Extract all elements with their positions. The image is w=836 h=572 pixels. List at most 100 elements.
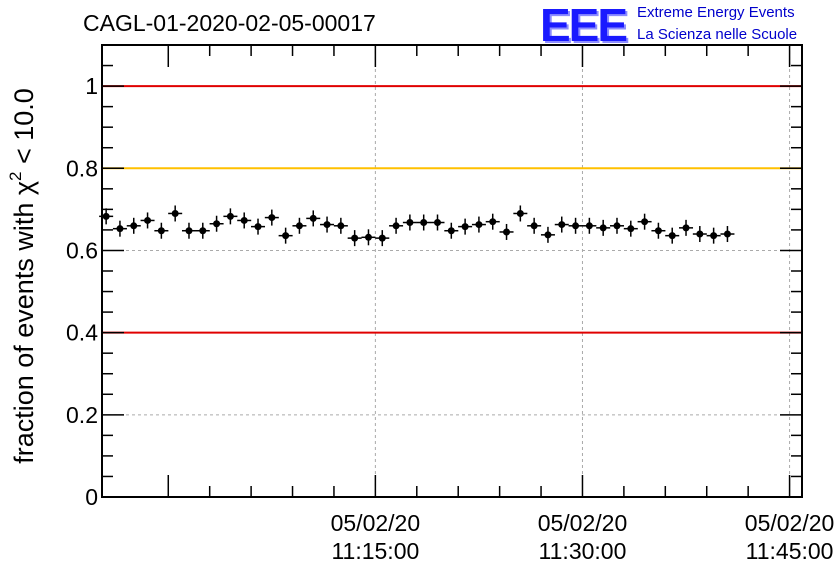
data-marker (710, 232, 718, 240)
data-marker (213, 220, 221, 228)
data-point (540, 226, 555, 243)
y-tick-label: 0.8 (66, 155, 98, 181)
y-tick-label: 1 (85, 73, 98, 99)
x-tick-label-date: 05/02/20 (331, 510, 421, 536)
data-marker (226, 212, 234, 220)
x-tick-label-time: 11:15:00 (331, 538, 419, 564)
data-marker (254, 223, 262, 231)
data-marker (240, 216, 248, 224)
data-marker (199, 227, 207, 235)
data-marker (723, 230, 731, 238)
data-point (692, 226, 707, 243)
x-tick-label-date: 05/02/20 (745, 510, 835, 536)
eee-logo-mark: EEE (540, 0, 628, 51)
data-point (485, 213, 500, 230)
data-point (471, 216, 486, 233)
data-marker (420, 219, 428, 227)
data-marker (641, 218, 649, 226)
y-tick-label: 0.6 (66, 237, 98, 263)
data-point (126, 217, 141, 234)
data-marker (530, 222, 538, 230)
reference-lines (102, 85, 802, 334)
logo-subtitle-line2: La Scienza nelle Scuole (637, 26, 798, 43)
data-point (278, 227, 293, 244)
data-point (181, 222, 196, 239)
data-point (458, 218, 473, 235)
data-point (679, 219, 694, 236)
data-point (554, 216, 569, 233)
data-point (527, 217, 542, 234)
data-marker (654, 227, 662, 235)
data-marker (378, 234, 386, 242)
data-point (665, 227, 680, 244)
data-marker (627, 225, 635, 233)
data-point (333, 217, 348, 234)
data-point (223, 208, 238, 225)
data-point (306, 210, 321, 227)
data-marker (351, 234, 359, 242)
y-tick-label: 0.4 (66, 320, 98, 346)
y-axis-label: fraction of events with χ2 < 10.0 (6, 88, 39, 464)
logo-subtitle-line1: Extreme Energy Events (637, 4, 795, 21)
data-marker (585, 222, 593, 230)
y-tick-label: 0.2 (66, 402, 98, 428)
axes: 00.20.40.60.8105/02/2011:15:0005/02/2011… (66, 44, 835, 564)
data-point (596, 219, 611, 236)
data-marker (503, 228, 511, 236)
data-marker (682, 224, 690, 232)
data-point (720, 226, 735, 243)
data-marker (516, 209, 524, 217)
data-marker (599, 224, 607, 232)
data-point (416, 214, 431, 231)
data-point (195, 222, 210, 239)
data-point (389, 217, 404, 234)
data-point (430, 214, 445, 231)
data-marker (489, 218, 497, 226)
data-point (209, 215, 224, 232)
data-point (347, 230, 362, 247)
data-marker (544, 231, 552, 239)
data-point (112, 220, 127, 237)
data-marker (116, 225, 124, 233)
data-marker (323, 221, 331, 229)
y-axis-label-tail: < 10.0 (9, 88, 39, 171)
data-point (637, 213, 652, 230)
x-tick-label-time: 11:30:00 (539, 538, 627, 564)
data-point (320, 216, 335, 233)
data-point (375, 230, 390, 247)
data-point (582, 217, 597, 234)
data-point (623, 220, 638, 237)
x-tick-label-date: 05/02/20 (538, 510, 628, 536)
data-point (251, 218, 266, 235)
data-points (99, 205, 735, 247)
data-marker (475, 221, 483, 229)
data-point (499, 223, 514, 240)
data-marker (282, 232, 290, 240)
data-marker (268, 214, 276, 222)
y-axis-label-main: fraction of events with χ (9, 181, 39, 464)
data-marker (558, 221, 566, 229)
data-point (568, 217, 583, 234)
data-marker (309, 214, 317, 222)
data-point (706, 227, 721, 244)
data-marker (572, 222, 580, 230)
data-marker (144, 216, 152, 224)
data-point (140, 212, 155, 229)
data-point (154, 222, 169, 239)
data-marker (171, 209, 179, 217)
data-marker (185, 227, 193, 235)
data-point (609, 217, 624, 234)
data-marker (613, 222, 621, 230)
data-point (292, 217, 307, 234)
chart-title: CAGL-01-2020-02-05-00017 (83, 10, 376, 36)
data-point (361, 229, 376, 246)
x-tick-label-time: 11:45:00 (746, 538, 834, 564)
data-marker (696, 230, 704, 238)
data-marker (130, 222, 138, 230)
y-tick-label: 0 (85, 484, 98, 510)
data-marker (434, 219, 442, 227)
data-marker (447, 227, 455, 235)
data-point (168, 205, 183, 222)
data-marker (102, 212, 110, 220)
